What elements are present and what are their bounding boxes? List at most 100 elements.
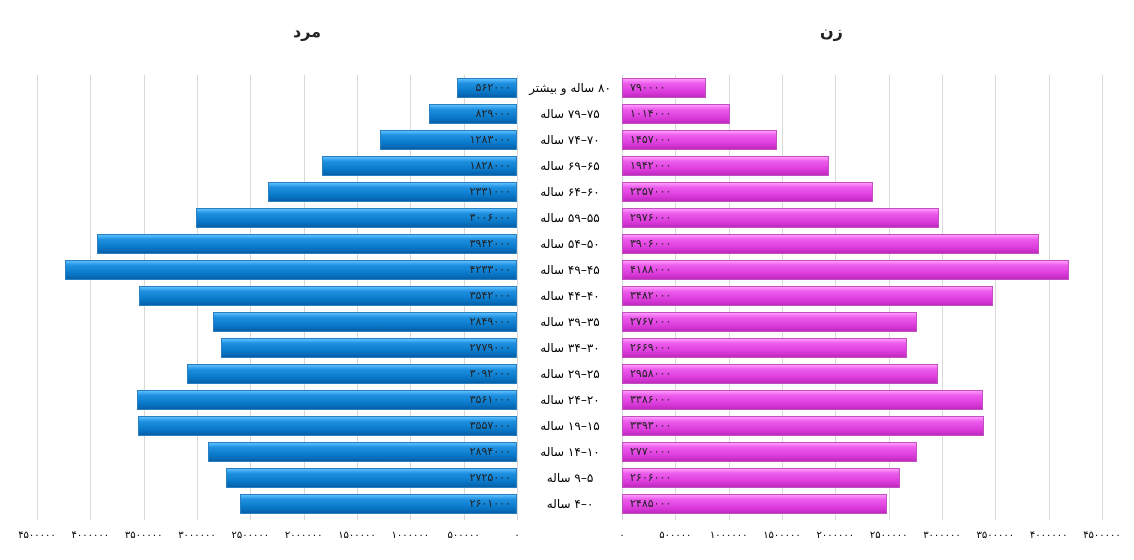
age-group-label: ۲۰–۲۴ ساله: [540, 393, 600, 407]
male-data-label: ۴۲۳۳۰۰۰: [469, 263, 511, 276]
gridline: [517, 75, 518, 520]
female-bar: [622, 390, 984, 410]
female-data-label: ۲۹۷۶۰۰۰: [630, 211, 672, 224]
male-bar: [137, 390, 517, 410]
female-data-label: ۳۴۸۲۰۰۰: [630, 289, 672, 302]
male-bar: [137, 416, 517, 436]
male-data-label: ۳۵۵۷۰۰۰: [469, 419, 511, 432]
x-tick-label-male: ۲۵۰۰۰۰۰: [231, 530, 270, 541]
female-data-label: ۱۹۴۲۰۰۰: [630, 159, 672, 172]
x-tick-label-female: ۳۵۰۰۰۰۰: [976, 530, 1015, 541]
female-data-label: ۱۰۱۴۰۰۰: [630, 107, 672, 120]
male-bar: [213, 312, 517, 332]
female-data-label: ۲۷۶۷۰۰۰: [630, 315, 672, 328]
male-bar: [380, 130, 517, 150]
female-data-label: ۱۴۵۷۰۰۰: [630, 133, 672, 146]
x-tick-label-female: ۴۰۰۰۰۰۰: [1029, 530, 1068, 541]
age-group-label: ۷۰–۷۴ ساله: [540, 133, 600, 147]
age-group-label: ۳۰–۳۴ ساله: [540, 341, 600, 355]
x-tick-label-female: ۳۰۰۰۰۰۰: [923, 530, 961, 541]
male-bar: [220, 338, 517, 358]
male-bar: [187, 364, 517, 384]
x-tick-label-male: ۲۰۰۰۰۰۰: [284, 530, 323, 541]
male-bar: [226, 468, 517, 488]
x-tick-label-female: ۴۵۰۰۰۰۰: [1083, 530, 1121, 541]
male-data-label: ۲۸۹۴۰۰۰: [469, 445, 511, 458]
female-bar: [622, 78, 707, 98]
x-tick-label-male: ۴۰۰۰۰۰۰: [71, 530, 110, 541]
age-group-label: ۶۰–۶۴ ساله: [540, 185, 600, 199]
age-group-label: ۸۰ ساله و بیشتر: [529, 81, 611, 95]
male-title: مرد: [293, 22, 322, 41]
female-data-label: ۲۶۰۶۰۰۰: [630, 471, 672, 484]
male-bar: [428, 104, 517, 124]
x-tick-label-male: ۴۵۰۰۰۰۰: [18, 530, 56, 541]
x-tick-label-female: ۰: [619, 530, 625, 541]
female-bar: [622, 104, 731, 124]
female-data-label: ۲۹۵۸۰۰۰: [630, 367, 672, 380]
male-bar: [96, 234, 517, 254]
female-bar: [622, 260, 1069, 280]
female-bar: [622, 416, 984, 436]
age-group-label: ۰–۴ ساله: [546, 497, 594, 511]
male-bar: [208, 442, 517, 462]
female-bar: [622, 156, 830, 176]
male-data-label: ۳۰۹۲۰۰۰: [469, 367, 511, 380]
male-bar: [239, 494, 517, 514]
female-bar: [622, 130, 778, 150]
male-bar: [196, 208, 517, 228]
x-tick-label-male: ۵۰۰۰۰۰: [447, 530, 480, 541]
x-tick-label-female: ۵۰۰۰۰۰: [659, 530, 692, 541]
male-data-label: ۱۲۸۳۰۰۰: [469, 133, 511, 146]
gridline: [90, 75, 92, 520]
female-bar: [622, 182, 874, 202]
x-tick-label-female: ۱۵۰۰۰۰۰: [763, 530, 801, 541]
age-group-label: ۶۵–۶۹ ساله: [540, 159, 600, 173]
male-bar: [457, 78, 517, 98]
male-bar: [322, 156, 517, 176]
male-data-label: ۳۵۴۲۰۰۰: [469, 289, 511, 302]
male-data-label: ۸۲۹۰۰۰: [475, 107, 511, 120]
female-bar: [622, 234, 1039, 254]
male-bar: [268, 182, 517, 202]
x-tick-label-male: ۳۵۰۰۰۰۰: [124, 530, 163, 541]
female-data-label: ۳۳۹۳۰۰۰: [630, 419, 672, 432]
female-bar: [622, 208, 940, 228]
x-tick-label-male: ۱۰۰۰۰۰۰: [391, 530, 430, 541]
male-data-label: ۱۸۲۸۰۰۰: [469, 159, 511, 172]
male-data-label: ۲۳۳۱۰۰۰: [469, 185, 511, 198]
female-bar: [622, 468, 900, 488]
male-data-label: ۲۸۴۹۰۰۰: [469, 315, 511, 328]
age-group-label: ۴۰–۴۴ ساله: [540, 289, 600, 303]
age-group-label: ۴۵–۴۹ ساله: [540, 263, 600, 277]
age-group-label: ۱۰–۱۴ ساله: [540, 445, 600, 459]
age-group-label: ۲۵–۲۹ ساله: [540, 367, 600, 381]
x-tick-label-male: ۳۰۰۰۰۰۰: [178, 530, 216, 541]
age-group-label: ۵۰–۵۴ ساله: [540, 237, 600, 251]
age-group-label: ۳۵–۳۹ ساله: [540, 315, 600, 329]
age-group-label: ۷۵–۷۹ ساله: [540, 107, 600, 121]
gridline: [1102, 75, 1103, 520]
male-data-label: ۲۷۷۹۰۰۰: [469, 341, 511, 354]
female-data-label: ۲۷۷۰۰۰۰: [630, 445, 672, 458]
female-bar: [622, 442, 918, 462]
female-data-label: ۲۴۸۵۰۰۰: [630, 497, 672, 510]
female-bar: [622, 338, 907, 358]
male-data-label: ۳۵۶۱۰۰۰: [469, 393, 511, 406]
age-group-label: ۵۵–۵۹ ساله: [540, 211, 600, 225]
x-tick-label-female: ۲۵۰۰۰۰۰: [869, 530, 908, 541]
gridline: [995, 75, 997, 520]
female-bar: [622, 286, 994, 306]
x-tick-label-female: ۱۰۰۰۰۰۰: [709, 530, 748, 541]
female-bar: [622, 312, 918, 332]
female-bar: [622, 364, 938, 384]
x-tick-label-male: ۱۵۰۰۰۰۰: [338, 530, 376, 541]
male-data-label: ۲۶۰۱۰۰۰: [469, 497, 511, 510]
male-bar: [139, 286, 517, 306]
female-data-label: ۳۹۰۶۰۰۰: [630, 237, 672, 250]
female-data-label: ۳۳۸۶۰۰۰: [630, 393, 672, 406]
female-data-label: ۷۹۰۰۰۰: [630, 81, 666, 94]
female-data-label: ۲۳۵۷۰۰۰: [630, 185, 672, 198]
male-data-label: ۲۷۲۵۰۰۰: [469, 471, 511, 484]
